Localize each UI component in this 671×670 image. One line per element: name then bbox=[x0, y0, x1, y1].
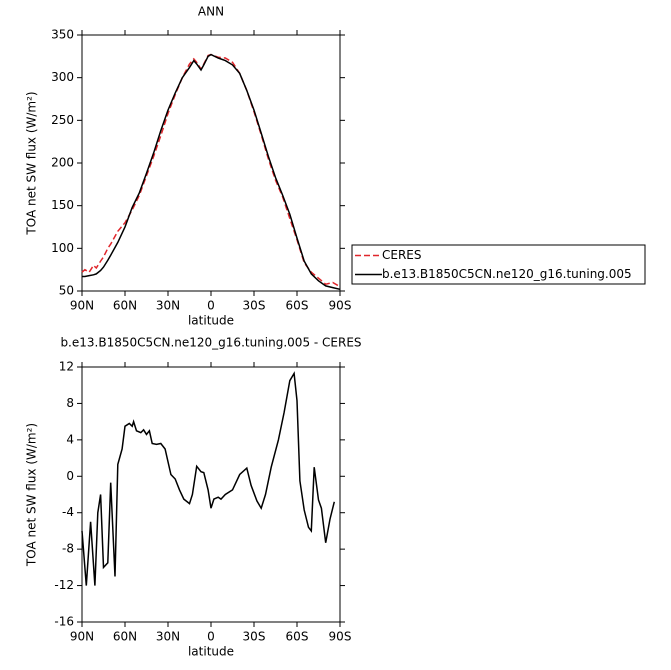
legend-box bbox=[351, 244, 646, 285]
y-tick-label: 350 bbox=[51, 28, 74, 42]
y-tick-label: -12 bbox=[54, 578, 74, 592]
x-tick-label: 0 bbox=[207, 299, 215, 313]
y-tick-label: -4 bbox=[62, 505, 74, 519]
y-tick-label: 50 bbox=[59, 284, 74, 298]
x-tick-label: 60N bbox=[113, 299, 137, 313]
x-tick-label: 30S bbox=[243, 630, 266, 644]
y-tick-label: 100 bbox=[51, 241, 74, 255]
data-line bbox=[81, 371, 336, 586]
x-tick-label: 0 bbox=[207, 630, 215, 644]
y-tick-label: -8 bbox=[62, 542, 74, 556]
y-tick-label: -16 bbox=[54, 615, 74, 629]
chart-title: b.e13.B1850C5CN.ne120_g16.tuning.005 - C… bbox=[60, 336, 361, 350]
x-tick-label: 90N bbox=[70, 299, 94, 313]
y-tick-label: 12 bbox=[59, 360, 74, 374]
x-tick-label: 60S bbox=[286, 299, 309, 313]
y-axis-label: TOA net SW flux (W/m²) bbox=[25, 423, 39, 567]
x-tick-label: 30N bbox=[156, 630, 180, 644]
y-tick-label: 300 bbox=[51, 70, 74, 84]
legend-label: b.e13.B1850C5CN.ne120_g16.tuning.005 bbox=[382, 267, 632, 281]
x-tick-label: 60S bbox=[286, 630, 309, 644]
data-line bbox=[81, 53, 341, 288]
x-tick-label: 30N bbox=[156, 299, 180, 313]
y-tick-label: 200 bbox=[51, 156, 74, 170]
x-tick-label: 30S bbox=[243, 299, 266, 313]
x-tick-label: 90S bbox=[329, 299, 352, 313]
y-tick-label: 250 bbox=[51, 113, 74, 127]
x-axis-label: latitude bbox=[188, 645, 234, 659]
y-tick-label: 150 bbox=[51, 198, 74, 212]
y-tick-label: 0 bbox=[66, 469, 74, 483]
y-tick-label: 8 bbox=[66, 396, 74, 410]
data-line bbox=[82, 53, 341, 291]
x-tick-label: 90N bbox=[70, 630, 94, 644]
x-axis-label: latitude bbox=[188, 314, 234, 328]
y-axis-label: TOA net SW flux (W/m²) bbox=[25, 91, 39, 235]
y-tick-label: 4 bbox=[66, 432, 74, 446]
chart-title: ANN bbox=[198, 5, 224, 19]
x-tick-label: 60N bbox=[113, 630, 137, 644]
legend-label: CERES bbox=[382, 248, 422, 262]
x-tick-label: 90S bbox=[329, 630, 352, 644]
